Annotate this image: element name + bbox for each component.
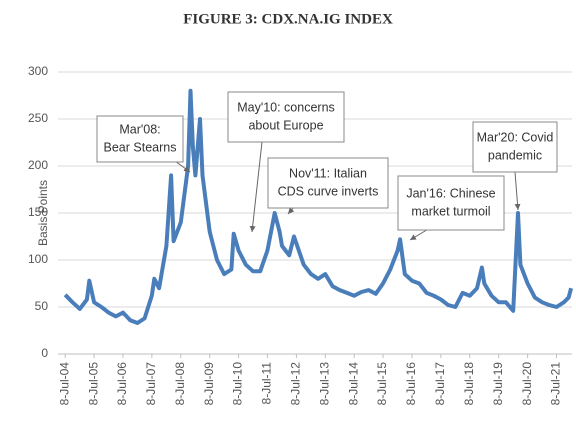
x-tick-label: 8-Jul-07 [144, 362, 158, 406]
annotation-text: Bear Stearns [104, 140, 177, 154]
y-tick-label: 50 [35, 299, 49, 313]
annotation-box [397, 175, 505, 231]
x-tick-label: 8-Jul-17 [433, 362, 447, 406]
y-tick-label: 0 [41, 346, 48, 360]
chart-title: FIGURE 3: CDX.NA.IG INDEX [183, 11, 393, 27]
y-tick-label: 300 [28, 64, 48, 78]
x-tick-label: 8-Jul-21 [549, 362, 563, 406]
annotation-box [227, 91, 345, 143]
annotation-text: pandemic [488, 148, 542, 162]
y-axis-label: Basis Points [36, 180, 50, 246]
annotation-text: Nov'11: Italian [289, 166, 367, 180]
x-tick-label: 8-Jul-19 [491, 362, 505, 406]
annotation-arrow [249, 141, 263, 233]
annotation-text: market turmoil [411, 204, 490, 218]
x-tick-label: 8-Jul-08 [173, 362, 187, 406]
x-tick-label: 8-Jul-15 [375, 362, 389, 406]
y-tick-label: 200 [28, 158, 48, 172]
x-tick-label: 8-Jul-11 [260, 362, 274, 405]
annotation-box [472, 121, 558, 173]
annotation-text: May'10: concerns [237, 100, 335, 114]
annotation-box [96, 115, 184, 163]
x-tick-label: 8-Jul-06 [115, 362, 129, 406]
annotation-text: Mar'08: [119, 122, 160, 136]
x-tick-label: 8-Jul-04 [57, 362, 71, 406]
y-tick-label: 250 [28, 111, 48, 125]
annotation-text: Mar'20: Covid [477, 130, 554, 144]
x-tick-label: 8-Jul-09 [202, 362, 216, 406]
x-tick-label: 8-Jul-13 [317, 362, 331, 406]
x-tick-label: 8-Jul-12 [289, 362, 303, 406]
x-tick-label: 8-Jul-10 [231, 362, 245, 406]
annotation-arrow [514, 171, 521, 211]
x-tick-label: 8-Jul-14 [346, 362, 360, 406]
x-tick-label: 8-Jul-16 [404, 362, 418, 406]
line-series [63, 88, 574, 325]
x-tick-label: 8-Jul-20 [520, 362, 534, 406]
x-tick-label: 8-Jul-05 [86, 362, 100, 406]
annotation-text: Jan'16: Chinese [406, 186, 495, 200]
annotation-text: about Europe [248, 118, 323, 132]
annotation-box [267, 157, 389, 209]
y-tick-label: 150 [28, 205, 48, 219]
y-tick-label: 100 [28, 252, 48, 266]
annotation-text: CDS curve inverts [278, 184, 379, 198]
x-tick-label: 8-Jul-18 [462, 362, 476, 406]
